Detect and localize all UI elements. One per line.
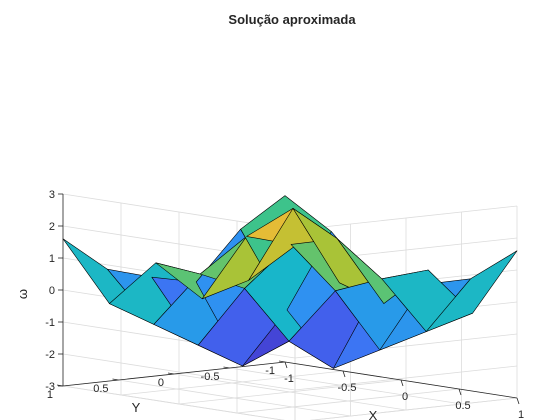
z-tick-label: -3 (45, 381, 55, 393)
grid-line (62, 385, 285, 420)
y-axis-label: Y (132, 400, 141, 415)
z-tick-label: 1 (49, 253, 55, 265)
y-tick-mark (278, 360, 286, 363)
x-tick-label: 0 (402, 391, 408, 403)
z-tick-label: -2 (45, 349, 55, 361)
chart-title: Solução aproximada (228, 12, 356, 27)
axes-frame (56, 193, 520, 405)
grid-line (229, 367, 462, 405)
z-tick-label: 0 (49, 285, 55, 297)
z-axis-label: ω (15, 289, 30, 299)
x-tick-mark (516, 397, 520, 405)
x-tick-mark (284, 361, 288, 369)
x-axis-label: X (369, 408, 378, 420)
y-tick-mark (167, 372, 175, 375)
y-tick-label: 0.5 (93, 383, 108, 395)
x-tick-label: -0.5 (338, 382, 357, 394)
y-tick-mark (112, 378, 119, 381)
x-tick-mark (400, 379, 404, 387)
grid-line (294, 205, 518, 231)
x-tick-label: -1 (284, 373, 294, 385)
grid-line (62, 353, 296, 391)
surface-plot (62, 195, 518, 369)
grid-line (294, 365, 518, 391)
y-tick-label: -0.5 (201, 371, 220, 383)
grid-line (118, 379, 351, 417)
z-tick-label: -1 (45, 317, 55, 329)
z-tick-label: 2 (49, 221, 55, 233)
z-tick-label: 3 (49, 189, 55, 201)
y-tick-label: 1 (47, 389, 53, 401)
x-tick-mark (458, 388, 462, 396)
y-tick-mark (223, 366, 230, 369)
x-tick-label: 1 (518, 409, 524, 420)
x-tick-mark (342, 370, 346, 378)
y-tick-label: -1 (265, 365, 275, 377)
x-tick-label: 0.5 (455, 400, 470, 412)
grid-line (309, 397, 518, 420)
y-tick-label: 0 (158, 377, 164, 389)
grid-line (173, 373, 407, 411)
surface-patch (425, 250, 518, 332)
